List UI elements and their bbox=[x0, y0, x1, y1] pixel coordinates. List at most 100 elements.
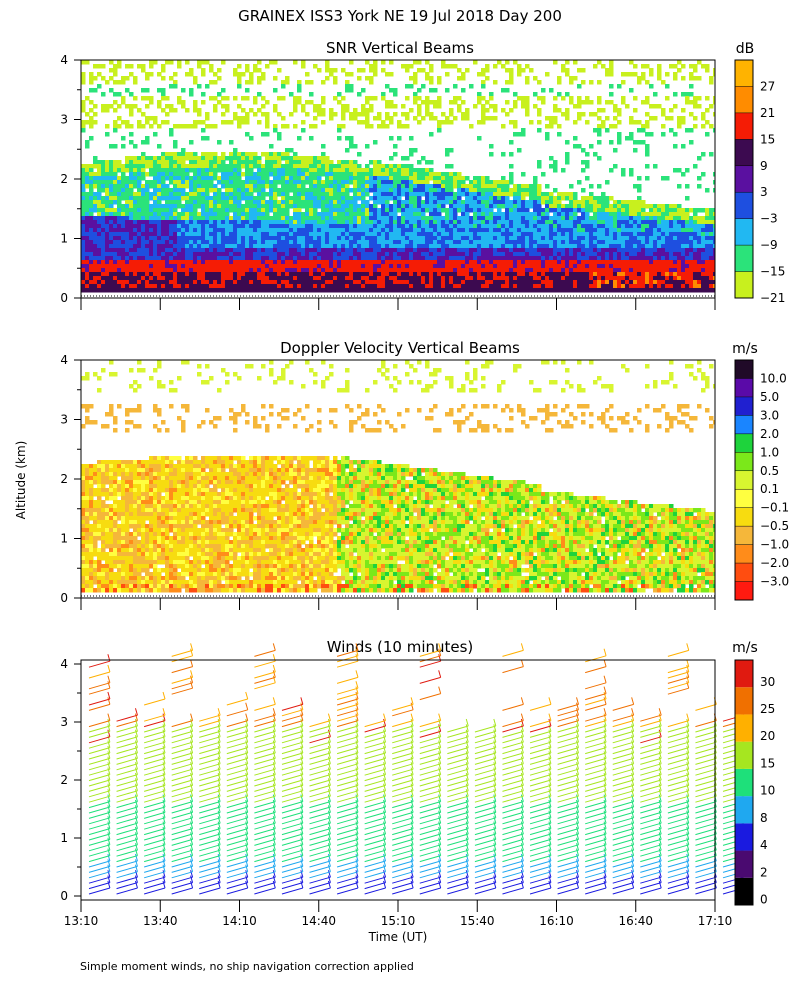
snr-cell bbox=[325, 76, 330, 81]
snr-cell bbox=[81, 272, 86, 277]
snr-cell bbox=[593, 272, 598, 277]
snr-cell bbox=[585, 260, 590, 265]
snr-cell bbox=[145, 96, 150, 101]
snr-cell bbox=[389, 232, 394, 237]
snr-cell bbox=[417, 256, 422, 261]
snr-cell bbox=[477, 220, 482, 225]
snr-cell bbox=[305, 228, 310, 233]
snr-cell bbox=[541, 100, 546, 105]
snr-cell bbox=[149, 156, 154, 161]
snr-cell bbox=[441, 288, 446, 293]
snr-cell bbox=[413, 184, 418, 189]
snr-cell bbox=[349, 116, 354, 121]
snr-cell bbox=[89, 188, 94, 193]
snr-cell bbox=[169, 204, 174, 209]
snr-cell bbox=[265, 116, 270, 121]
snr-cell bbox=[133, 268, 138, 273]
snr-cell bbox=[469, 260, 474, 265]
snr-cell bbox=[97, 224, 102, 229]
snr-cell bbox=[177, 192, 182, 197]
snr-cell bbox=[533, 260, 538, 265]
snr-cell bbox=[157, 124, 162, 129]
snr-cell bbox=[541, 256, 546, 261]
snr-cell bbox=[537, 224, 542, 229]
snr-cell bbox=[121, 232, 126, 237]
snr-cell bbox=[305, 168, 310, 173]
snr-cell bbox=[269, 280, 274, 285]
snr-cell bbox=[449, 148, 454, 153]
snr-cell bbox=[261, 104, 266, 109]
snr-cell bbox=[277, 216, 282, 221]
snr-cell bbox=[301, 196, 306, 201]
snr-cell bbox=[189, 192, 194, 197]
snr-cell bbox=[221, 200, 226, 205]
snr-cell bbox=[329, 108, 334, 113]
snr-cell bbox=[157, 260, 162, 265]
snr-cell bbox=[417, 232, 422, 237]
snr-cell bbox=[341, 256, 346, 261]
snr-cell bbox=[405, 96, 410, 101]
snr-cell bbox=[169, 108, 174, 113]
snr-cell bbox=[121, 192, 126, 197]
snr-cell bbox=[489, 204, 494, 209]
snr-cell bbox=[357, 268, 362, 273]
snr-cell bbox=[149, 224, 154, 229]
snr-cell bbox=[225, 228, 230, 233]
snr-cell bbox=[109, 188, 114, 193]
snr-cell bbox=[301, 220, 306, 225]
snr-cell bbox=[353, 244, 358, 249]
snr-cell bbox=[193, 164, 198, 169]
snr-cell bbox=[385, 208, 390, 213]
snr-cell bbox=[105, 280, 110, 285]
snr-cell bbox=[85, 228, 90, 233]
snr-cell bbox=[465, 200, 470, 205]
snr-cell bbox=[465, 252, 470, 257]
snr-cell bbox=[569, 204, 574, 209]
snr-cell bbox=[325, 264, 330, 269]
snr-cell bbox=[445, 240, 450, 245]
snr-cell bbox=[249, 244, 254, 249]
snr-cell bbox=[89, 116, 94, 121]
snr-cell bbox=[605, 264, 610, 269]
snr-cell bbox=[205, 272, 210, 277]
snr-cell bbox=[453, 220, 458, 225]
snr-cell bbox=[593, 264, 598, 269]
snr-cell bbox=[177, 284, 182, 289]
snr-cell bbox=[313, 256, 318, 261]
snr-cell bbox=[433, 244, 438, 249]
snr-cell bbox=[473, 288, 478, 293]
snr-cell bbox=[473, 248, 478, 253]
snr-cell bbox=[581, 100, 586, 105]
snr-cell bbox=[457, 284, 462, 289]
snr-cell bbox=[177, 96, 182, 101]
snr-cell bbox=[281, 200, 286, 205]
snr-cell bbox=[405, 264, 410, 269]
snr-cell bbox=[245, 116, 250, 121]
snr-cell bbox=[525, 216, 530, 221]
snr-cell bbox=[393, 112, 398, 117]
snr-cell bbox=[229, 288, 234, 293]
snr-cell bbox=[265, 132, 270, 137]
snr-cell bbox=[529, 284, 534, 289]
snr-cell bbox=[341, 184, 346, 189]
snr-cell bbox=[429, 192, 434, 197]
snr-cell bbox=[373, 268, 378, 273]
snr-cell bbox=[441, 244, 446, 249]
snr-cell bbox=[125, 212, 130, 217]
snr-cell bbox=[177, 276, 182, 281]
snr-cell bbox=[405, 268, 410, 273]
snr-cell bbox=[221, 120, 226, 125]
snr-cell bbox=[169, 84, 174, 89]
snr-cell bbox=[345, 80, 350, 85]
snr-cell bbox=[609, 248, 614, 253]
snr-cell bbox=[469, 264, 474, 269]
snr-cell bbox=[301, 224, 306, 229]
snr-cell bbox=[525, 76, 530, 81]
snr-cell bbox=[369, 196, 374, 201]
snr-cell bbox=[349, 160, 354, 165]
snr-cell bbox=[189, 224, 194, 229]
snr-cell bbox=[517, 232, 522, 237]
snr-cell bbox=[133, 252, 138, 257]
snr-cell bbox=[121, 224, 126, 229]
snr-cell bbox=[197, 164, 202, 169]
